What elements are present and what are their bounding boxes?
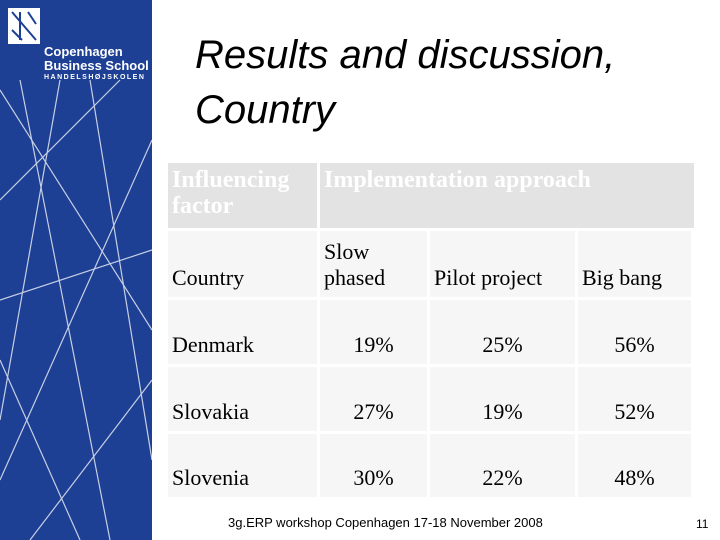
table-cell: 48% <box>578 434 691 497</box>
sidebar <box>0 0 152 540</box>
logo-text: Business School <box>44 58 149 73</box>
page-number: 11 <box>696 517 709 531</box>
table-cell: 25% <box>430 300 575 364</box>
table-cell: Slovakia <box>168 367 317 431</box>
table-cell: Influencing factor <box>168 163 317 228</box>
table-cell: Big bang <box>578 231 691 297</box>
table-cell: Implementation approach <box>320 163 694 228</box>
logo-text: Copenhagen <box>44 44 123 59</box>
table-cell: Denmark <box>168 300 317 364</box>
table-cell: Pilot project <box>430 231 575 297</box>
table-cell: 19% <box>430 367 575 431</box>
table-cell: 56% <box>578 300 691 364</box>
table-cell: 22% <box>430 434 575 497</box>
footer: 3g.ERP workshop Copenhagen 17-18 Novembe… <box>228 515 543 530</box>
table-cell: 19% <box>320 300 427 364</box>
slide-title: Results and discussion, Country <box>195 33 616 132</box>
table-cell: Slow phased <box>320 231 427 297</box>
table-cell: 52% <box>578 367 691 431</box>
logo-text: HANDELSHØJSKOLEN <box>44 74 146 81</box>
table-cell: 27% <box>320 367 427 431</box>
table-cell: 30% <box>320 434 427 497</box>
table-cell: Slovenia <box>168 434 317 497</box>
table-cell: Country <box>168 231 317 297</box>
